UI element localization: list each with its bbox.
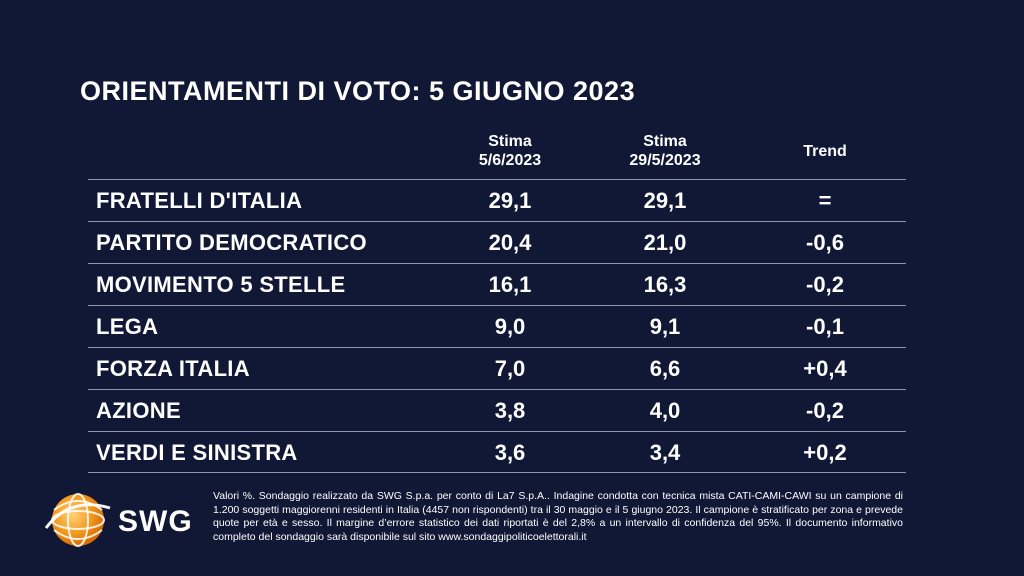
- current-value: 3,6: [494, 440, 526, 465]
- table-row: FORZA ITALIA 7,0 6,6 +0,4: [88, 348, 906, 390]
- previous-value: 29,1: [643, 188, 687, 213]
- column-header-current-line2: 5/6/2023: [478, 152, 542, 169]
- row-divider: [88, 389, 906, 390]
- trend-value: +0,4: [803, 356, 847, 381]
- table-row: FRATELLI D'ITALIA 29,1 29,1 =: [88, 180, 906, 222]
- previous-value: 6,6: [649, 356, 681, 381]
- trend-value: -0,2: [806, 272, 844, 297]
- trend-value: -0,2: [806, 398, 844, 423]
- row-divider: [88, 221, 906, 222]
- previous-value: 3,4: [649, 440, 681, 465]
- table-row: LEGA 9,0 9,1 -0,1: [88, 306, 906, 348]
- row-divider: [88, 347, 906, 348]
- table-row: PARTITO DEMOCRATICO 20,4 21,0 -0,6: [88, 222, 906, 264]
- row-divider: [88, 431, 906, 432]
- trend-value: =: [818, 188, 832, 213]
- column-header-current-line1: Stima: [488, 133, 532, 150]
- current-value: 3,8: [494, 398, 526, 423]
- table-row: VERDI E SINISTRA 3,6 3,4 +0,2: [88, 432, 906, 474]
- table-row: MOVIMENTO 5 STELLE 16,1 16,3 -0,2: [88, 264, 906, 306]
- swg-logo-icon: [44, 493, 111, 547]
- trend-value: -0,1: [806, 314, 844, 339]
- current-value: 9,0: [494, 314, 526, 339]
- previous-value: 21,0: [643, 230, 687, 255]
- party-name: AZIONE: [96, 398, 181, 423]
- slide-title: ORIENTAMENTI DI VOTO: 5 GIUGNO 2023: [80, 76, 636, 106]
- column-header-trend-line1: Trend: [803, 143, 847, 160]
- party-name: MOVIMENTO 5 STELLE: [96, 272, 346, 297]
- column-header-current: Stima 5/6/2023: [450, 132, 570, 170]
- party-name: LEGA: [96, 314, 159, 339]
- column-header-previous: Stima 29/5/2023: [605, 132, 725, 170]
- trend-value: +0,2: [803, 440, 847, 465]
- row-divider: [88, 472, 906, 473]
- previous-value: 4,0: [649, 398, 681, 423]
- party-name: VERDI E SINISTRA: [96, 440, 298, 465]
- party-name: FRATELLI D'ITALIA: [96, 188, 303, 213]
- table-row: AZIONE 3,8 4,0 -0,2: [88, 390, 906, 432]
- methodology-footnote: Valori %. Sondaggio realizzato da SWG S.…: [213, 490, 903, 543]
- current-value: 16,1: [488, 272, 532, 297]
- current-value: 7,0: [494, 356, 526, 381]
- column-header-previous-line2: 29/5/2023: [629, 152, 701, 169]
- current-value: 20,4: [488, 230, 532, 255]
- row-divider: [88, 263, 906, 264]
- column-header-trend: Trend: [765, 142, 885, 161]
- previous-value: 9,1: [649, 314, 681, 339]
- trend-value: -0,6: [806, 230, 844, 255]
- current-value: 29,1: [488, 188, 532, 213]
- previous-value: 16,3: [643, 272, 687, 297]
- row-divider: [88, 305, 906, 306]
- party-name: FORZA ITALIA: [96, 356, 250, 381]
- party-name: PARTITO DEMOCRATICO: [96, 230, 367, 255]
- logo-text: SWG: [118, 505, 193, 538]
- row-divider: [88, 179, 906, 180]
- column-header-previous-line1: Stima: [643, 133, 687, 150]
